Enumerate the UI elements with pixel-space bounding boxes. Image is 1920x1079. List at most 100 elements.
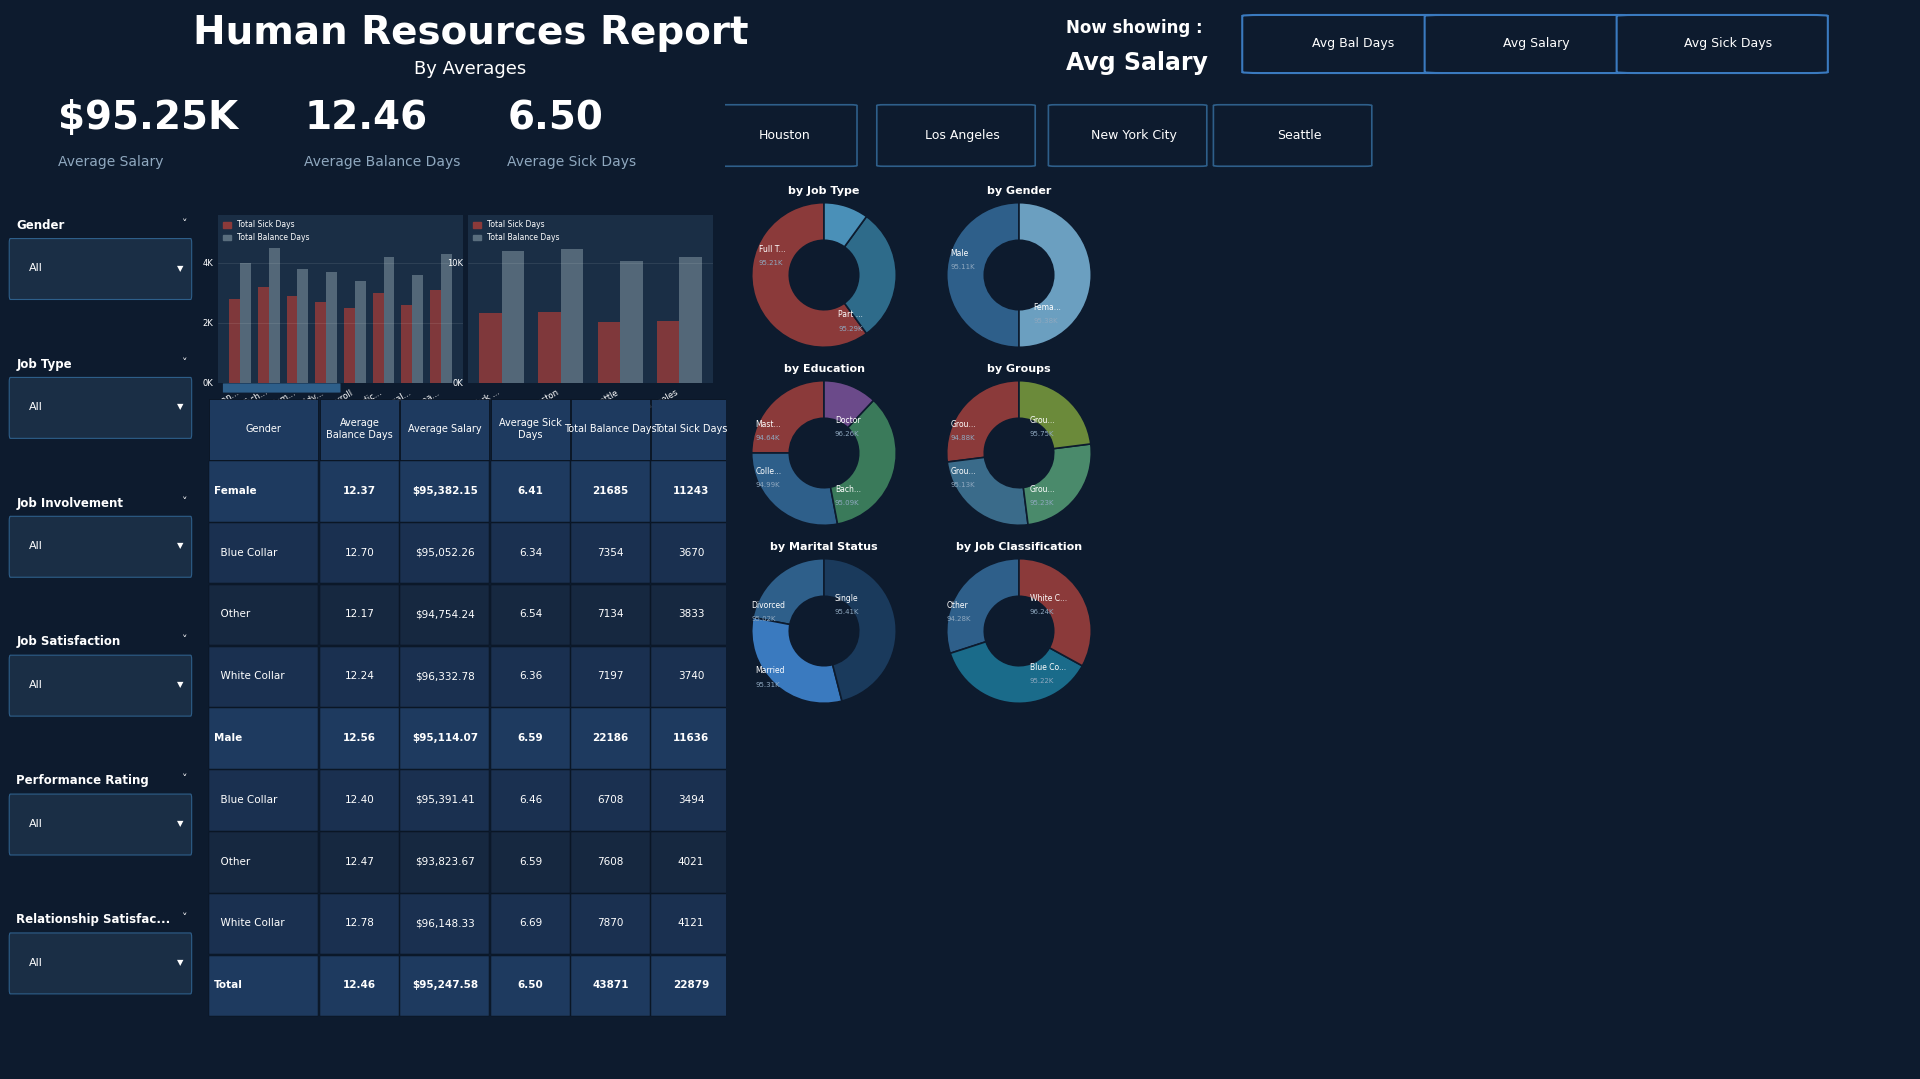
Text: 12.47: 12.47 (344, 857, 374, 866)
Bar (561, 248, 584, 383)
Bar (228, 299, 240, 383)
FancyBboxPatch shape (10, 933, 192, 994)
Bar (680, 257, 703, 383)
Text: 22879: 22879 (672, 981, 708, 991)
Text: Houston: Houston (758, 129, 810, 142)
Text: 4121: 4121 (678, 918, 705, 928)
Text: All: All (29, 541, 42, 551)
Text: Total: Total (215, 981, 244, 991)
Text: 95.21K: 95.21K (758, 260, 783, 267)
Text: All: All (29, 680, 42, 689)
Text: 95.11K: 95.11K (950, 264, 975, 270)
Text: Average Balance Days: Average Balance Days (305, 155, 461, 169)
FancyBboxPatch shape (399, 585, 490, 645)
FancyBboxPatch shape (321, 956, 399, 1016)
Text: Seattle: Seattle (1277, 129, 1321, 142)
Text: 11243: 11243 (672, 486, 708, 495)
Wedge shape (947, 559, 1020, 654)
Text: $95,247.58: $95,247.58 (413, 981, 478, 991)
Text: 7608: 7608 (597, 857, 624, 866)
FancyBboxPatch shape (1617, 15, 1828, 73)
Bar (298, 269, 309, 383)
Text: ˅: ˅ (182, 496, 188, 507)
FancyBboxPatch shape (877, 105, 1035, 166)
FancyBboxPatch shape (399, 832, 490, 892)
Text: 6.50: 6.50 (518, 981, 543, 991)
Text: All: All (29, 402, 42, 412)
FancyBboxPatch shape (209, 461, 319, 521)
Text: Blue Co...: Blue Co... (1029, 663, 1066, 671)
Text: 95.75K: 95.75K (1029, 432, 1054, 437)
Title: by Groups: by Groups (987, 364, 1050, 373)
Text: 12.56: 12.56 (344, 733, 376, 743)
Text: 12.78: 12.78 (344, 918, 374, 928)
FancyBboxPatch shape (651, 646, 730, 707)
Wedge shape (1020, 203, 1091, 347)
Bar (401, 305, 413, 383)
Text: Part ...: Part ... (839, 311, 864, 319)
FancyBboxPatch shape (209, 399, 319, 460)
Text: ▼: ▼ (177, 958, 184, 967)
FancyBboxPatch shape (651, 399, 730, 460)
Title: by Education: by Education (783, 364, 864, 373)
FancyBboxPatch shape (651, 461, 730, 521)
Bar (257, 287, 269, 383)
Bar (430, 290, 442, 383)
FancyBboxPatch shape (10, 238, 192, 300)
Text: Grou...: Grou... (1029, 416, 1056, 425)
Text: White Collar: White Collar (215, 918, 284, 928)
Text: 95.09K: 95.09K (835, 500, 860, 506)
Text: Grou...: Grou... (950, 420, 975, 428)
Text: Average Sick
Days: Average Sick Days (499, 418, 563, 440)
FancyBboxPatch shape (399, 770, 490, 831)
FancyBboxPatch shape (651, 832, 730, 892)
Text: Average
Balance Days: Average Balance Days (326, 418, 394, 440)
Text: Average Sick Days: Average Sick Days (507, 155, 637, 169)
Title: by Gender: by Gender (987, 186, 1050, 195)
Text: 7354: 7354 (597, 547, 624, 558)
Bar (384, 257, 394, 383)
FancyBboxPatch shape (209, 646, 319, 707)
FancyBboxPatch shape (321, 770, 399, 831)
Text: 12.17: 12.17 (344, 610, 374, 619)
Text: 12.37: 12.37 (344, 486, 376, 495)
FancyBboxPatch shape (651, 709, 730, 769)
Wedge shape (947, 457, 1027, 525)
FancyBboxPatch shape (321, 646, 399, 707)
FancyBboxPatch shape (570, 893, 649, 954)
FancyBboxPatch shape (570, 956, 649, 1016)
Wedge shape (1020, 381, 1091, 449)
Text: 95.22K: 95.22K (1029, 678, 1054, 684)
Text: ˅: ˅ (182, 219, 188, 229)
Wedge shape (753, 453, 837, 525)
Bar (326, 272, 338, 383)
FancyBboxPatch shape (10, 378, 192, 438)
FancyBboxPatch shape (492, 523, 570, 584)
Text: 43871: 43871 (593, 981, 630, 991)
Text: Female: Female (215, 486, 257, 495)
FancyBboxPatch shape (570, 770, 649, 831)
Wedge shape (950, 642, 1083, 704)
Text: Grou...: Grou... (1029, 484, 1056, 494)
Text: $95,052.26: $95,052.26 (415, 547, 474, 558)
FancyBboxPatch shape (570, 709, 649, 769)
FancyBboxPatch shape (209, 709, 319, 769)
FancyBboxPatch shape (492, 585, 570, 645)
Text: $96,148.33: $96,148.33 (415, 918, 474, 928)
Wedge shape (824, 559, 897, 701)
Wedge shape (824, 203, 866, 247)
Legend: Total Sick Days, Total Balance Days: Total Sick Days, Total Balance Days (223, 219, 311, 244)
Bar (286, 296, 298, 383)
Wedge shape (947, 381, 1020, 462)
Text: Other: Other (215, 610, 250, 619)
Bar (355, 281, 365, 383)
FancyBboxPatch shape (651, 770, 730, 831)
FancyBboxPatch shape (399, 956, 490, 1016)
Text: Fema...: Fema... (1033, 303, 1062, 312)
Text: 95.02K: 95.02K (753, 616, 776, 623)
Text: 7870: 7870 (597, 918, 624, 928)
Text: 7134: 7134 (597, 610, 624, 619)
Text: Gender: Gender (246, 424, 282, 434)
Text: 94.99K: 94.99K (755, 482, 780, 488)
FancyBboxPatch shape (223, 383, 340, 393)
